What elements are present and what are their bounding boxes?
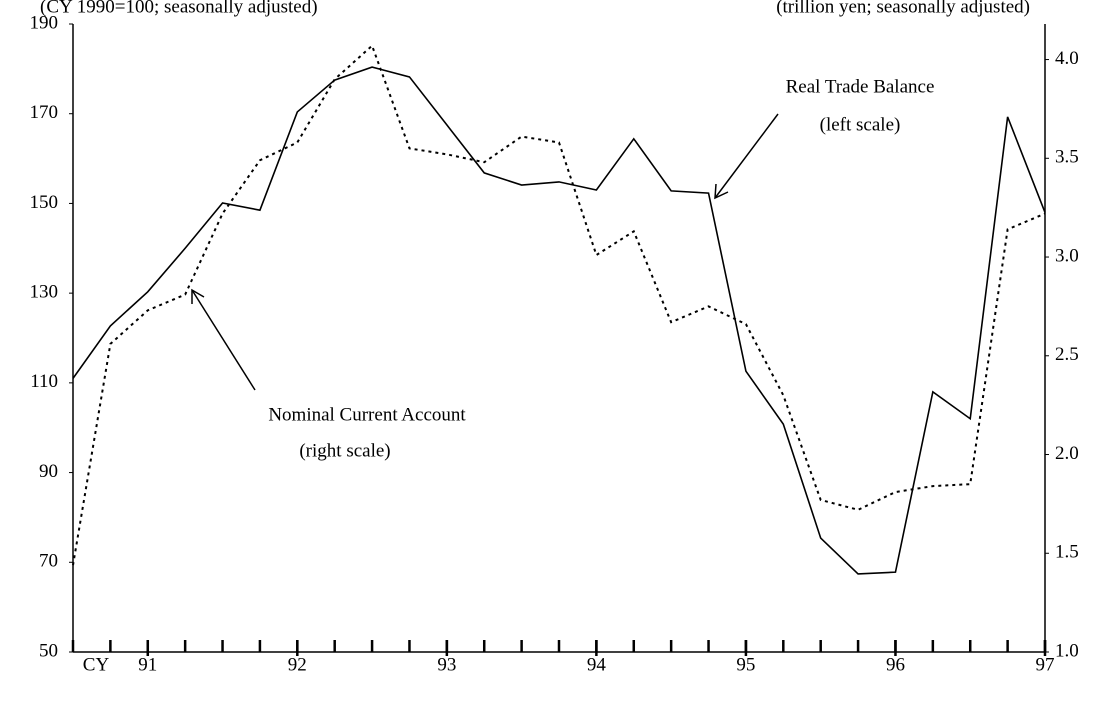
arrow [191, 289, 256, 391]
arrow-head [191, 288, 205, 304]
left-axis-note: (CY 1990=100; seasonally adjusted) [40, 0, 318, 17]
y2-tick-label: 2.0 [1055, 443, 1079, 464]
x-tick-label: 97 [1036, 654, 1055, 675]
x-tick-label: 96 [886, 654, 905, 675]
x-tick-label: 92 [288, 654, 307, 675]
series-note: (right scale) [299, 440, 390, 461]
y-tick-label: 190 [30, 12, 59, 33]
y2-tick-label: 1.0 [1055, 640, 1079, 661]
arrow-head [714, 183, 729, 200]
series-note: (left scale) [820, 114, 901, 135]
series-line [72, 66, 1046, 575]
arrows [191, 113, 779, 391]
x-tick-label: 94 [587, 654, 607, 675]
series-line [72, 43, 1046, 566]
series-label: Real Trade Balance [786, 76, 935, 97]
y-tick-label: 130 [30, 282, 59, 303]
y-tick-label: 90 [39, 461, 58, 482]
y-tick-label: 110 [30, 371, 58, 392]
y2-tick-label: 2.5 [1055, 344, 1079, 365]
series-label: Nominal Current Account [268, 404, 466, 425]
right-axis-note: (trillion yen; seasonally adjusted) [776, 0, 1030, 17]
y-tick-label: 170 [30, 102, 59, 123]
x-tick-label: 91 [138, 654, 157, 675]
y-tick-label: 70 [39, 551, 58, 572]
y2-tick-label: 4.0 [1055, 48, 1079, 69]
y-tick-label: 50 [39, 640, 58, 661]
y2-tick-label: 1.5 [1055, 542, 1079, 563]
y-tick-label: 150 [30, 192, 59, 213]
x-tick-label: 95 [736, 654, 755, 675]
y2-tick-label: 3.0 [1055, 245, 1079, 266]
x-prefix: CY [83, 654, 110, 675]
arrow [714, 113, 779, 199]
x-tick-label: 93 [437, 654, 456, 675]
y2-tick-label: 3.5 [1055, 147, 1079, 168]
